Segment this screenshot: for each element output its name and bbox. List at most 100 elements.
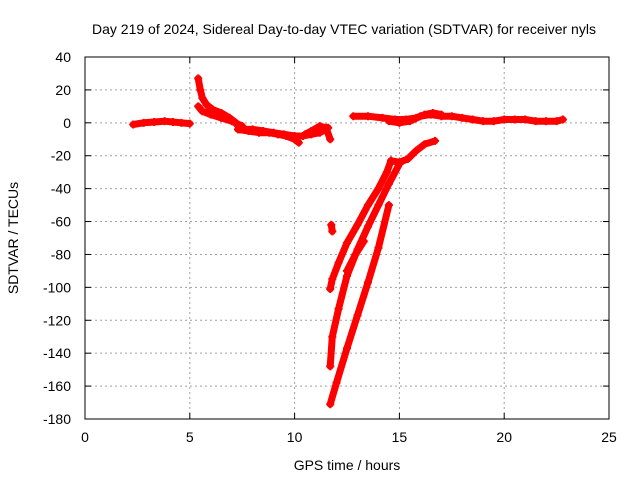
series-seg6 (301, 122, 335, 144)
data-point-marker (426, 110, 435, 119)
data-point-marker (531, 117, 540, 126)
data-point-marker (374, 201, 383, 210)
data-point-marker (206, 110, 215, 119)
data-point-marker (322, 123, 331, 132)
y-tick-label: -180 (43, 411, 71, 427)
x-tick-label: 5 (186, 429, 194, 445)
data-point-marker (405, 117, 414, 126)
data-point-marker (384, 201, 393, 210)
chart-title: Day 219 of 2024, Sidereal Day-to-day VTE… (92, 21, 596, 37)
y-tick-label: -60 (51, 214, 71, 230)
data-point-marker (521, 115, 530, 124)
x-axis-label: GPS time / hours (294, 457, 401, 473)
data-point-marker (416, 112, 425, 121)
data-point-marker (458, 113, 467, 122)
data-point-marker (363, 222, 372, 231)
data-point-marker (150, 117, 159, 126)
data-point-marker (328, 227, 337, 236)
data-point-marker (542, 117, 551, 126)
data-point-marker (552, 117, 561, 126)
data-point-marker (307, 127, 316, 136)
data-point-marker (395, 158, 404, 167)
data-point-marker (363, 278, 372, 287)
data-point-marker (363, 201, 372, 210)
data-point-marker (328, 332, 337, 341)
data-point-marker (479, 117, 488, 126)
data-point-marker (269, 128, 278, 137)
data-point-marker (328, 275, 337, 284)
data-point-marker (326, 285, 335, 294)
data-point-marker (185, 119, 194, 128)
data-point-marker (290, 131, 299, 140)
data-point-marker (387, 156, 396, 165)
data-point-marker (374, 243, 383, 252)
data-point-marker (198, 94, 207, 103)
data-point-marker (468, 115, 477, 124)
data-point-marker (238, 125, 247, 134)
data-point-marker (294, 138, 303, 147)
data-point-marker (169, 117, 178, 126)
series-line (238, 124, 332, 140)
axis-ticks: 0 5 10 15 20 25 -180 -160 -140 -120 -100 -80 -60 -40 -… (43, 49, 617, 445)
data-point-marker (353, 220, 362, 229)
x-tick-label: 0 (81, 429, 89, 445)
data-point-marker (431, 136, 440, 145)
data-point-marker (403, 155, 412, 164)
data-point-marker (384, 117, 393, 126)
data-point-marker (332, 378, 341, 387)
data-point-marker (301, 130, 310, 139)
data-point-marker (202, 100, 211, 109)
series-seg14 (384, 110, 567, 127)
data-point-marker (160, 117, 169, 126)
data-point-marker (500, 115, 509, 124)
data-point-marker (353, 311, 362, 320)
data-point-marker (227, 117, 236, 126)
data-point-marker (343, 266, 351, 275)
y-tick-label: -140 (43, 345, 71, 361)
data-point-marker (359, 237, 368, 246)
data-point-marker (139, 118, 148, 127)
data-point-marker (334, 258, 343, 267)
y-tick-label: 20 (55, 82, 71, 98)
y-tick-label: -160 (43, 378, 71, 394)
x-tick-label: 10 (287, 429, 303, 445)
data-point-marker (349, 112, 358, 121)
data-point-marker (489, 117, 498, 126)
x-tick-label: 15 (392, 429, 408, 445)
y-tick-label: -20 (51, 148, 71, 164)
series-seg10 (326, 201, 393, 409)
data-point-marker (437, 112, 446, 121)
data-point-marker (351, 250, 360, 259)
data-point-marker (315, 122, 324, 131)
data-point-marker (378, 113, 387, 122)
data-point-marker (343, 344, 351, 353)
data-point-marker (198, 107, 207, 116)
data-point-marker (447, 112, 456, 121)
data-point-marker (194, 74, 203, 83)
data-point-marker (326, 400, 335, 409)
data-point-marker (326, 135, 335, 144)
data-point-marker (280, 130, 289, 139)
data-point-marker (558, 115, 567, 124)
data-point-marker (259, 127, 268, 136)
y-tick-label: 40 (55, 49, 71, 65)
y-axis-label: SDTVAR / TECUs (5, 182, 21, 294)
data-point-marker (382, 168, 391, 177)
y-tick-label: -40 (51, 181, 71, 197)
data-point-marker (196, 85, 205, 94)
data-point-marker (177, 118, 186, 127)
plot-frame (84, 56, 610, 420)
x-tick-label: 20 (496, 429, 512, 445)
data-point-marker (384, 179, 393, 188)
data-point-marker (327, 220, 336, 229)
data-point-marker (374, 184, 383, 193)
data-point-marker (194, 102, 203, 111)
x-tick-label: 25 (601, 429, 617, 445)
series-seg11 (343, 237, 368, 275)
data-point-marker (510, 115, 519, 124)
data-point-marker (343, 238, 351, 247)
data-point-marker (334, 304, 343, 313)
data-point-marker (248, 125, 257, 134)
data-point-marker (363, 112, 372, 121)
